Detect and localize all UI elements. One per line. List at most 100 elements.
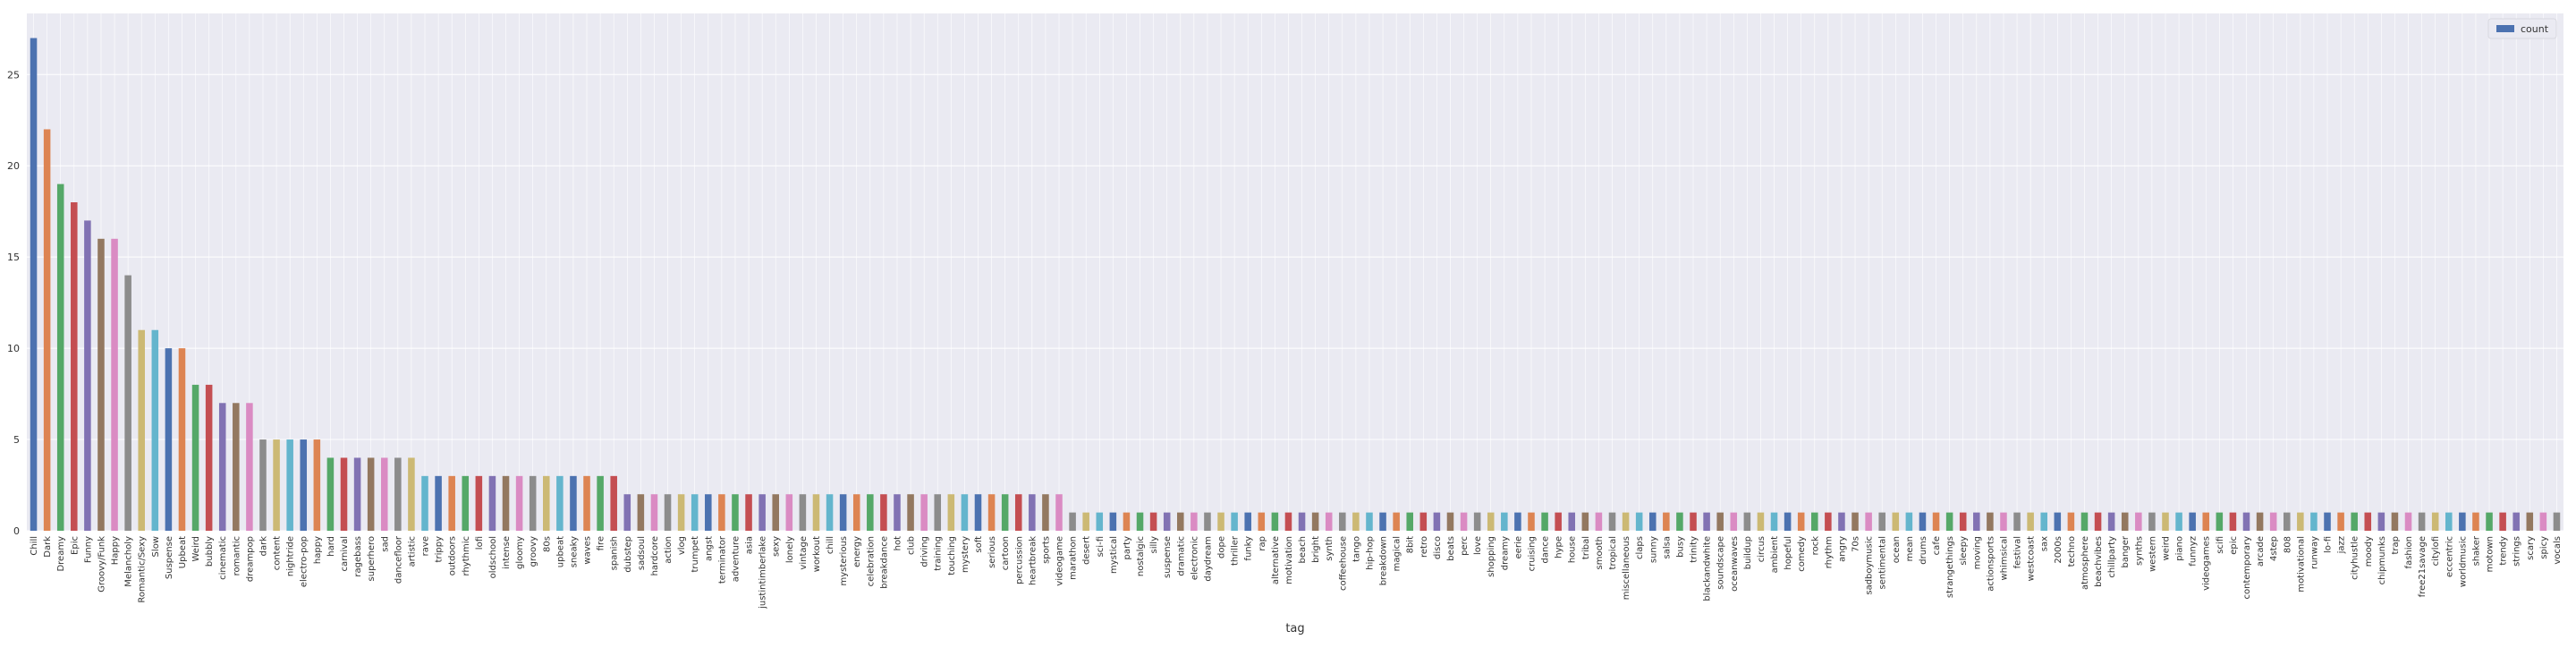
x-tick-label: Romantic/Sexy xyxy=(138,536,148,603)
y-tick-label: 0 xyxy=(13,525,20,537)
x-tick-label: rhythm xyxy=(1824,536,1834,568)
bar xyxy=(273,439,280,531)
x-tick-label: soundscape xyxy=(1716,536,1726,590)
plot-background xyxy=(27,13,2563,531)
x-tick-label: scifi xyxy=(2216,536,2225,554)
bar xyxy=(2135,512,2142,531)
bar xyxy=(326,457,335,531)
x-tick-label: epic xyxy=(2229,536,2239,555)
x-tick-label: dreampop xyxy=(245,536,255,582)
bar xyxy=(664,494,672,531)
x-tick-label: disco xyxy=(1433,536,1443,559)
bar xyxy=(138,329,145,531)
bar xyxy=(2229,512,2237,531)
x-tick-label: ambient xyxy=(1770,536,1780,573)
bar xyxy=(1055,494,1063,531)
bar xyxy=(394,457,402,531)
x-tick-label: Funny xyxy=(83,536,93,563)
x-tick-label: free21savage xyxy=(2418,536,2428,597)
bar xyxy=(2269,512,2277,531)
x-tick-label: buildup xyxy=(1743,536,1753,569)
x-tick-label: content xyxy=(273,536,283,570)
bar xyxy=(2216,512,2224,531)
x-tick-label: serious xyxy=(987,536,997,568)
bar xyxy=(907,494,914,531)
x-tick-label: workout xyxy=(812,536,822,572)
y-tick-label: 15 xyxy=(7,252,20,263)
bar xyxy=(2499,512,2506,531)
x-tick-label: Chill xyxy=(30,536,39,556)
bar xyxy=(1959,512,1967,531)
x-tick-label: waves xyxy=(583,536,593,565)
bar xyxy=(1163,512,1171,531)
x-tick-label: cafe xyxy=(1932,536,1942,555)
x-tick-label: house xyxy=(1568,536,1578,563)
bar xyxy=(2418,512,2426,531)
x-tick-label: driving xyxy=(920,536,930,567)
x-tick-label: tango xyxy=(1352,536,1361,562)
bar xyxy=(488,475,496,531)
bar xyxy=(43,129,51,531)
bar xyxy=(2297,512,2304,531)
y-tick-label: 20 xyxy=(7,160,20,172)
x-tick-label: Happy xyxy=(111,536,121,565)
bar xyxy=(1743,512,1751,531)
x-tick-label: moving xyxy=(1972,536,1982,569)
bar xyxy=(1690,512,1697,531)
x-tick-label: mysterious xyxy=(839,536,849,586)
x-tick-label: whimsical xyxy=(1999,536,2009,580)
bar xyxy=(2040,512,2047,531)
x-tick-label: spanish xyxy=(610,536,620,570)
y-tick-label: 25 xyxy=(7,69,20,81)
x-tick-label: mystical xyxy=(1109,536,1119,574)
bar xyxy=(2054,512,2062,531)
bar xyxy=(448,475,455,531)
bar xyxy=(191,384,199,531)
x-tick-label: bright xyxy=(1311,536,1321,563)
x-tick-label: chillparty xyxy=(2107,536,2117,578)
x-tick-label: carnival xyxy=(340,536,350,572)
x-tick-label: nightride xyxy=(286,536,296,576)
x-tick-label: western xyxy=(2148,536,2157,572)
x-tick-label: thriller xyxy=(1231,535,1241,566)
x-tick-label: rap xyxy=(1258,536,1267,551)
bar xyxy=(1311,512,1319,531)
bar xyxy=(1595,512,1603,531)
bar xyxy=(610,475,617,531)
x-tick-label: strangethings xyxy=(1945,536,1955,598)
x-tick-label: dubstep xyxy=(623,536,633,573)
bar xyxy=(1096,512,1104,531)
x-tick-label: scary xyxy=(2526,536,2536,560)
x-tick-label: blackandwhite xyxy=(1703,536,1713,601)
x-tick-label: runway xyxy=(2309,536,2319,569)
x-tick-label: soft xyxy=(974,536,984,553)
x-tick-label: adventure xyxy=(731,536,741,582)
x-tick-label: videogame xyxy=(1055,536,1065,586)
x-tick-label: electro-pop xyxy=(300,536,309,587)
x-tick-label: ocean xyxy=(1892,536,1902,563)
x-tick-label: beats xyxy=(1446,536,1456,561)
bar xyxy=(529,475,537,531)
bar xyxy=(1865,512,1872,531)
x-tick-label: 70s xyxy=(1852,536,1861,552)
x-tick-label: celebration xyxy=(866,536,876,586)
x-tick-label: Suspense xyxy=(165,536,174,579)
x-tick-label: sadsoul xyxy=(637,536,647,570)
bar xyxy=(2148,512,2156,531)
x-tick-label: sneaky xyxy=(569,536,579,567)
bar xyxy=(1446,512,1454,531)
bar xyxy=(502,475,510,531)
x-tick-label: tribal xyxy=(1581,536,1591,559)
x-tick-label: oldschool xyxy=(488,536,498,578)
bar xyxy=(1770,512,1778,531)
x-tick-label: cartoon xyxy=(1001,536,1011,570)
x-tick-label: cinematic xyxy=(218,536,228,580)
y-tick-label: 10 xyxy=(7,343,20,354)
x-tick-label: motivation xyxy=(1284,536,1294,584)
bar xyxy=(124,275,131,531)
x-tick-label: sports xyxy=(1041,536,1051,564)
bar xyxy=(677,494,685,531)
bar xyxy=(894,494,901,531)
bar xyxy=(30,38,38,532)
